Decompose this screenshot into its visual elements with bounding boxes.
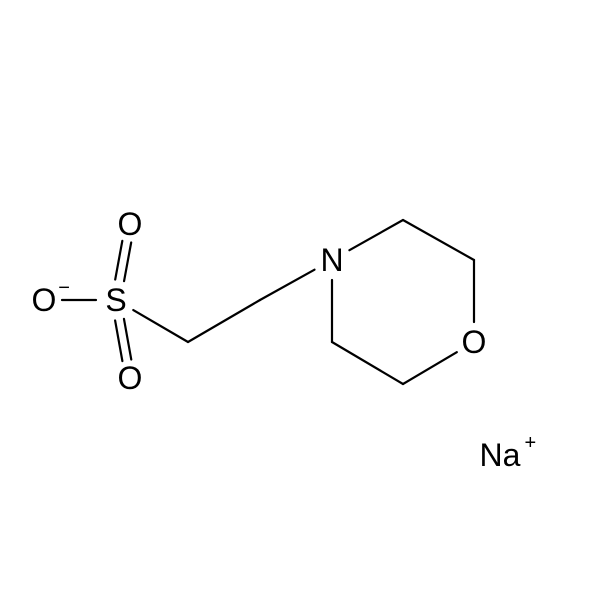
molecule-diagram: NOSOOO−Na+ (0, 0, 600, 600)
svg-text:S: S (105, 282, 126, 318)
svg-text:O: O (118, 206, 143, 242)
svg-text:N: N (320, 242, 343, 278)
svg-text:+: + (524, 432, 536, 454)
svg-text:Na: Na (480, 437, 521, 473)
svg-text:O: O (118, 360, 143, 396)
svg-text:O: O (462, 324, 487, 360)
svg-text:O: O (32, 282, 57, 318)
svg-text:−: − (58, 277, 70, 299)
